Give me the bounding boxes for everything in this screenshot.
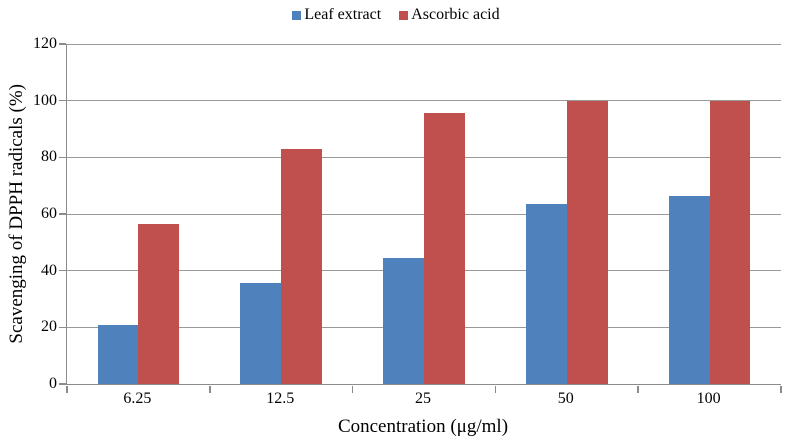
y-axis-tick-100 bbox=[59, 99, 66, 102]
bar-ascorbic-acid-50 bbox=[566, 100, 608, 384]
legend-item-ascorbic-acid: Ascorbic acid bbox=[399, 4, 500, 26]
bar-ascorbic-acid-6-25 bbox=[138, 223, 180, 384]
x-axis-tick-4 bbox=[637, 385, 639, 393]
y-tick-label-100: 100 bbox=[33, 91, 57, 109]
x-tick-label-25: 25 bbox=[414, 390, 431, 407]
y-tick-label-20: 20 bbox=[41, 318, 57, 336]
y-tick-label-80: 80 bbox=[41, 148, 57, 166]
x-tick-label-6-25: 6.25 bbox=[123, 390, 152, 407]
gridline-120 bbox=[67, 43, 781, 45]
y-axis-tick-40 bbox=[59, 269, 66, 272]
bar-leaf-extract-25 bbox=[383, 257, 424, 384]
bar-leaf-extract-6-25 bbox=[97, 324, 139, 384]
y-axis-tick-0 bbox=[59, 383, 66, 385]
legend-item-leaf-extract: Leaf extract bbox=[292, 4, 381, 26]
bar-ascorbic-acid-100 bbox=[709, 100, 751, 384]
y-axis-tick-80 bbox=[59, 156, 66, 159]
legend-swatch-leaf-extract bbox=[292, 10, 302, 20]
x-axis-tick-5 bbox=[780, 385, 782, 393]
plot-area bbox=[59, 43, 782, 393]
legend-label-leaf-extract: Leaf extract bbox=[304, 6, 382, 23]
bar-leaf-extract-100 bbox=[668, 195, 710, 384]
x-axis-tick-1 bbox=[209, 385, 211, 393]
bar-leaf-extract-50 bbox=[526, 204, 567, 384]
y-axis-tick-120 bbox=[59, 43, 66, 45]
legend-swatch-ascorbic-acid bbox=[399, 10, 409, 20]
gridline-100 bbox=[67, 100, 781, 102]
x-axis-tick-3 bbox=[494, 385, 497, 393]
y-tick-label-0: 0 bbox=[49, 375, 57, 392]
y-tick-label-40: 40 bbox=[41, 261, 57, 279]
legend-label-ascorbic-acid: Ascorbic acid bbox=[411, 6, 500, 23]
chart-legend: Leaf extract Ascorbic acid bbox=[0, 4, 792, 26]
y-axis-tick-20 bbox=[59, 326, 66, 329]
x-axis-tick-0 bbox=[66, 385, 68, 393]
x-axis-tick-2 bbox=[351, 385, 354, 393]
bar-leaf-extract-12-5 bbox=[240, 283, 282, 384]
x-tick-label-50: 50 bbox=[557, 390, 574, 407]
x-axis-title: Concentration (μg/ml) bbox=[337, 416, 509, 437]
bar-ascorbic-acid-12-5 bbox=[281, 148, 322, 384]
bar-ascorbic-acid-25 bbox=[424, 113, 465, 384]
x-tick-label-12-5: 12.5 bbox=[266, 390, 295, 407]
y-tick-label-120: 120 bbox=[33, 35, 57, 52]
y-axis-tick-60 bbox=[59, 213, 66, 215]
x-tick-label-100: 100 bbox=[696, 390, 721, 407]
y-tick-label-60: 60 bbox=[41, 205, 57, 222]
